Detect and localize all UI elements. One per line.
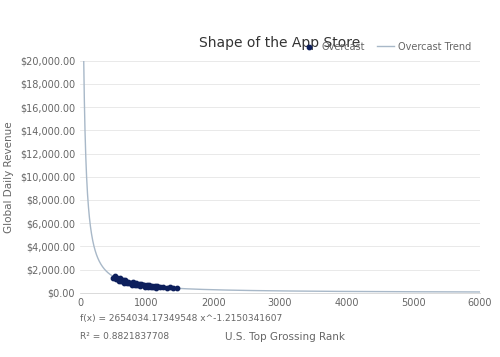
Overcast xyxy=(118,278,126,284)
Overcast Trend xyxy=(248,288,254,293)
Overcast Trend xyxy=(230,288,236,292)
Overcast xyxy=(110,273,118,278)
Text: R² = 0.8821837708: R² = 0.8821837708 xyxy=(80,332,169,341)
Overcast xyxy=(134,282,141,288)
Overcast xyxy=(144,284,152,290)
Overcast xyxy=(120,280,128,286)
Overcast xyxy=(146,283,154,288)
Overcast xyxy=(124,279,132,285)
Overcast Trend xyxy=(426,290,432,294)
Overcast xyxy=(160,284,168,290)
Overcast xyxy=(132,281,140,286)
Overcast xyxy=(150,284,158,290)
Overcast xyxy=(130,280,138,285)
Overcast xyxy=(138,281,145,287)
Overcast xyxy=(140,282,148,288)
Overcast Trend xyxy=(122,280,128,284)
Overcast xyxy=(114,275,122,281)
Overcast xyxy=(150,283,158,289)
Overcast xyxy=(154,283,162,289)
Overcast xyxy=(138,283,146,288)
Overcast xyxy=(134,281,142,287)
Overcast xyxy=(110,275,118,281)
Overcast xyxy=(142,282,150,288)
Overcast xyxy=(118,277,126,283)
Overcast xyxy=(156,285,164,290)
Text: f(x) = 2654034.17349548 x^-1.2150341607: f(x) = 2654034.17349548 x^-1.2150341607 xyxy=(80,314,282,323)
Title: Shape of the App Store: Shape of the App Store xyxy=(200,36,360,50)
Overcast xyxy=(148,283,156,289)
Overcast xyxy=(172,285,180,291)
Overcast xyxy=(114,278,122,284)
Overcast xyxy=(170,286,177,291)
Overcast xyxy=(130,282,138,287)
Text: U.S. Top Grossing Rank: U.S. Top Grossing Rank xyxy=(225,332,345,342)
Y-axis label: Global Daily Revenue: Global Daily Revenue xyxy=(4,121,15,232)
Overcast Trend xyxy=(469,290,475,294)
Overcast Trend xyxy=(146,284,152,288)
Overcast xyxy=(142,284,150,290)
Overcast xyxy=(128,282,136,287)
Overcast xyxy=(162,285,170,291)
Overcast xyxy=(116,275,124,281)
Overcast xyxy=(146,284,154,290)
Overcast Trend xyxy=(477,290,483,294)
Overcast xyxy=(152,285,160,290)
Overcast xyxy=(126,280,134,286)
Legend: Overcast, Overcast Trend: Overcast, Overcast Trend xyxy=(296,38,475,55)
Overcast xyxy=(166,285,174,290)
Overcast xyxy=(126,280,134,286)
Overcast xyxy=(112,276,120,282)
Overcast xyxy=(136,283,144,288)
Line: Overcast Trend: Overcast Trend xyxy=(80,0,480,292)
Overcast xyxy=(122,280,130,286)
Overcast xyxy=(122,277,130,283)
